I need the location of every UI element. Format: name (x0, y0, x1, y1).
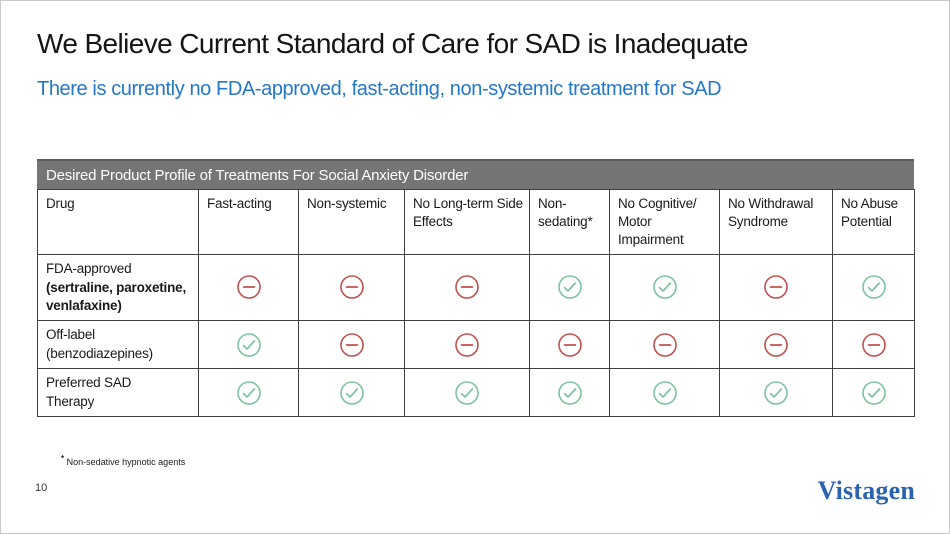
footnote-marker: * (61, 454, 65, 463)
column-header: No Abuse Potential (832, 189, 915, 255)
drug-cell-line: (benzodiazepines) (46, 346, 153, 362)
table-row: Off-label (benzodiazepines) (37, 320, 915, 370)
check-icon (198, 320, 299, 370)
footnote: * Non-sedative hypnotic agents (61, 454, 185, 467)
minus-icon (719, 253, 833, 322)
minus-icon (298, 320, 405, 370)
minus-icon (719, 320, 833, 370)
drug-cell-line: Off-label (46, 327, 95, 343)
drug-cell-line: Preferred SAD (46, 375, 132, 391)
product-profile-table: Desired Product Profile of Treatments Fo… (37, 159, 915, 417)
comparison-table: Drug Fast-acting Non-systemic No Long-term … (37, 189, 915, 417)
table-row: Preferred SAD Therapy (37, 368, 915, 417)
drug-cell: Off-label (benzodiazepines) (37, 320, 199, 370)
column-header: Drug (37, 189, 199, 255)
column-header: Fast-acting (198, 189, 299, 255)
check-icon (404, 368, 530, 417)
slide-subtitle: There is currently no FDA-approved, fast… (37, 78, 722, 100)
column-header: No Cognitive/ Motor Impairment (609, 189, 720, 255)
table-header-row: Drug Fast-acting Non-systemic No Long-term … (37, 189, 915, 255)
minus-icon (404, 320, 530, 370)
minus-icon (832, 320, 915, 370)
check-icon (529, 253, 610, 322)
drug-cell-line: FDA-approved (46, 260, 132, 276)
drug-cell-line: (sertraline, paroxetine, (46, 279, 187, 295)
drug-cell: FDA-approved (sertraline, paroxetine, venl… (37, 253, 199, 322)
table-title-band: Desired Product Profile of Treatments Fo… (37, 159, 914, 189)
table-row: FDA-approved (sertraline, paroxetine, venl… (37, 253, 915, 322)
drug-cell: Preferred SAD Therapy (37, 368, 199, 417)
check-icon (198, 368, 299, 417)
check-icon (529, 368, 610, 417)
table-body: FDA-approved (sertraline, paroxetine, venl… (37, 253, 915, 417)
minus-icon (609, 320, 720, 370)
column-header: Non-systemic (298, 189, 405, 255)
column-header: Non-sedating* (529, 189, 610, 255)
minus-icon (404, 253, 530, 322)
drug-cell-line: Therapy (46, 394, 95, 409)
check-icon (832, 253, 915, 322)
check-icon (609, 253, 720, 322)
check-icon (719, 368, 833, 417)
check-icon (609, 368, 720, 417)
slide-title: We Believe Current Standard of Care for … (37, 28, 748, 59)
column-header: No Long-term Side Effects (404, 189, 530, 255)
check-icon (298, 368, 405, 417)
column-header: No Withdrawal Syndrome (719, 189, 833, 255)
page-number: 10 (35, 482, 48, 494)
check-icon (832, 368, 915, 417)
minus-icon (198, 253, 299, 322)
vistagen-logo: Vistagen (817, 476, 915, 505)
footnote-text: Non-sedative hypnotic agents (64, 457, 186, 467)
minus-icon (298, 253, 405, 322)
minus-icon (529, 320, 610, 370)
drug-cell-line: venlafaxine) (46, 298, 122, 314)
